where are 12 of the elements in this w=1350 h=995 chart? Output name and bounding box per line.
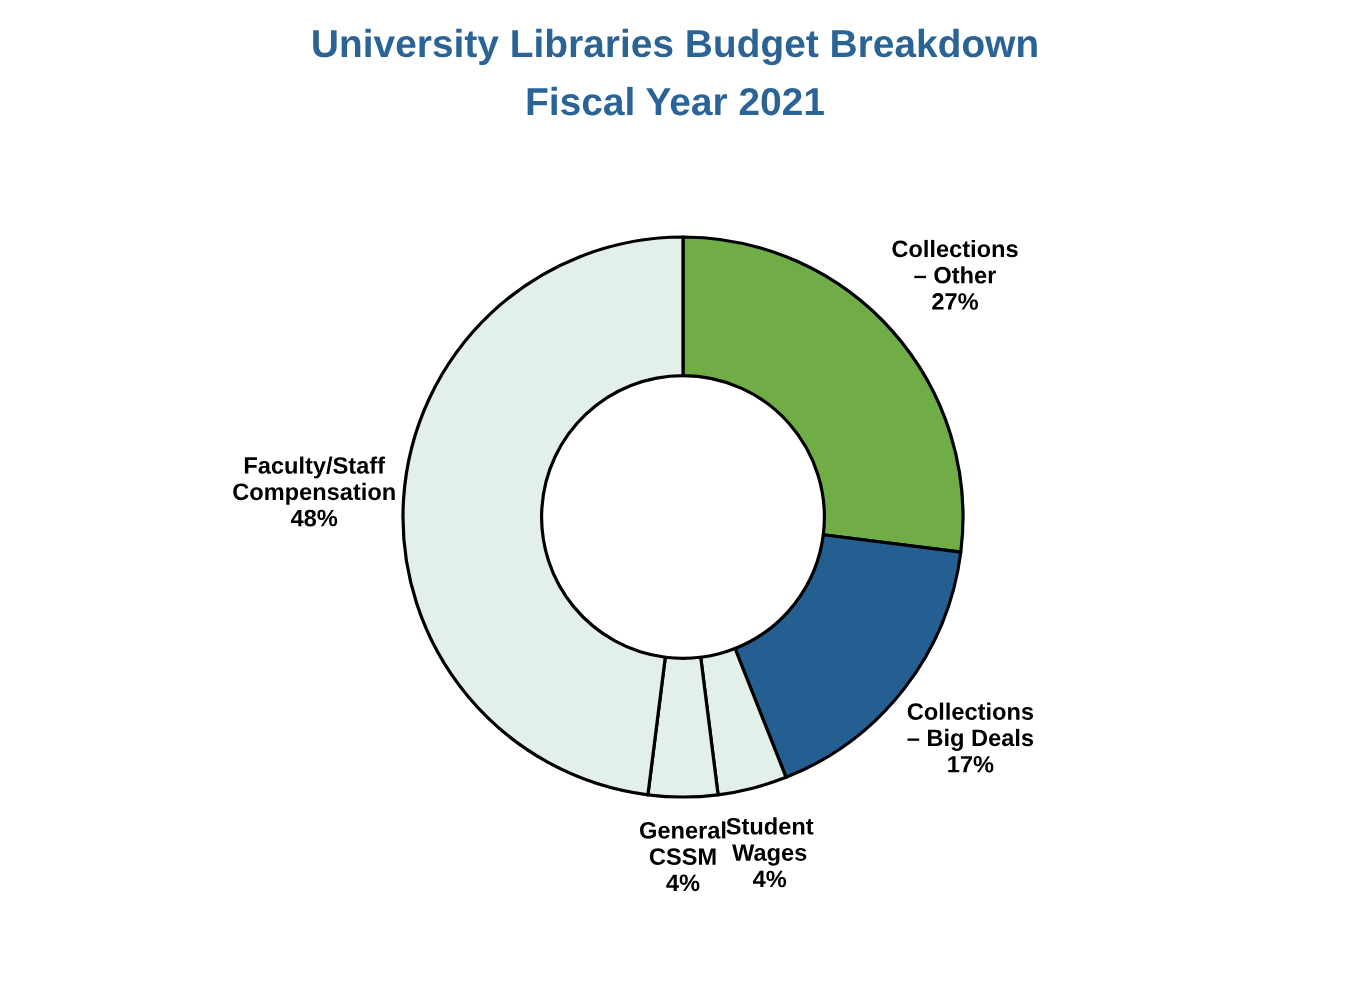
slice-label: General CSSM	[640, 821, 726, 865]
data-label: 4%	[666, 874, 700, 892]
slice-label: Collections – Other	[892, 239, 1018, 284]
data-label: 48%	[290, 509, 338, 527]
slice-label: Collections – Big Deals	[907, 702, 1034, 751]
data-label: 17%	[948, 755, 994, 773]
chart-subtitle: Fiscal Year 2021	[527, 86, 824, 116]
chart-title: University Libraries Budget Breakdown	[313, 28, 1037, 66]
data-label: 4%	[752, 870, 787, 888]
data-label: 27%	[932, 293, 978, 310]
slice-label: Faculty/Staff Compensation	[233, 456, 395, 505]
slice-label: Student Wages	[726, 817, 814, 866]
